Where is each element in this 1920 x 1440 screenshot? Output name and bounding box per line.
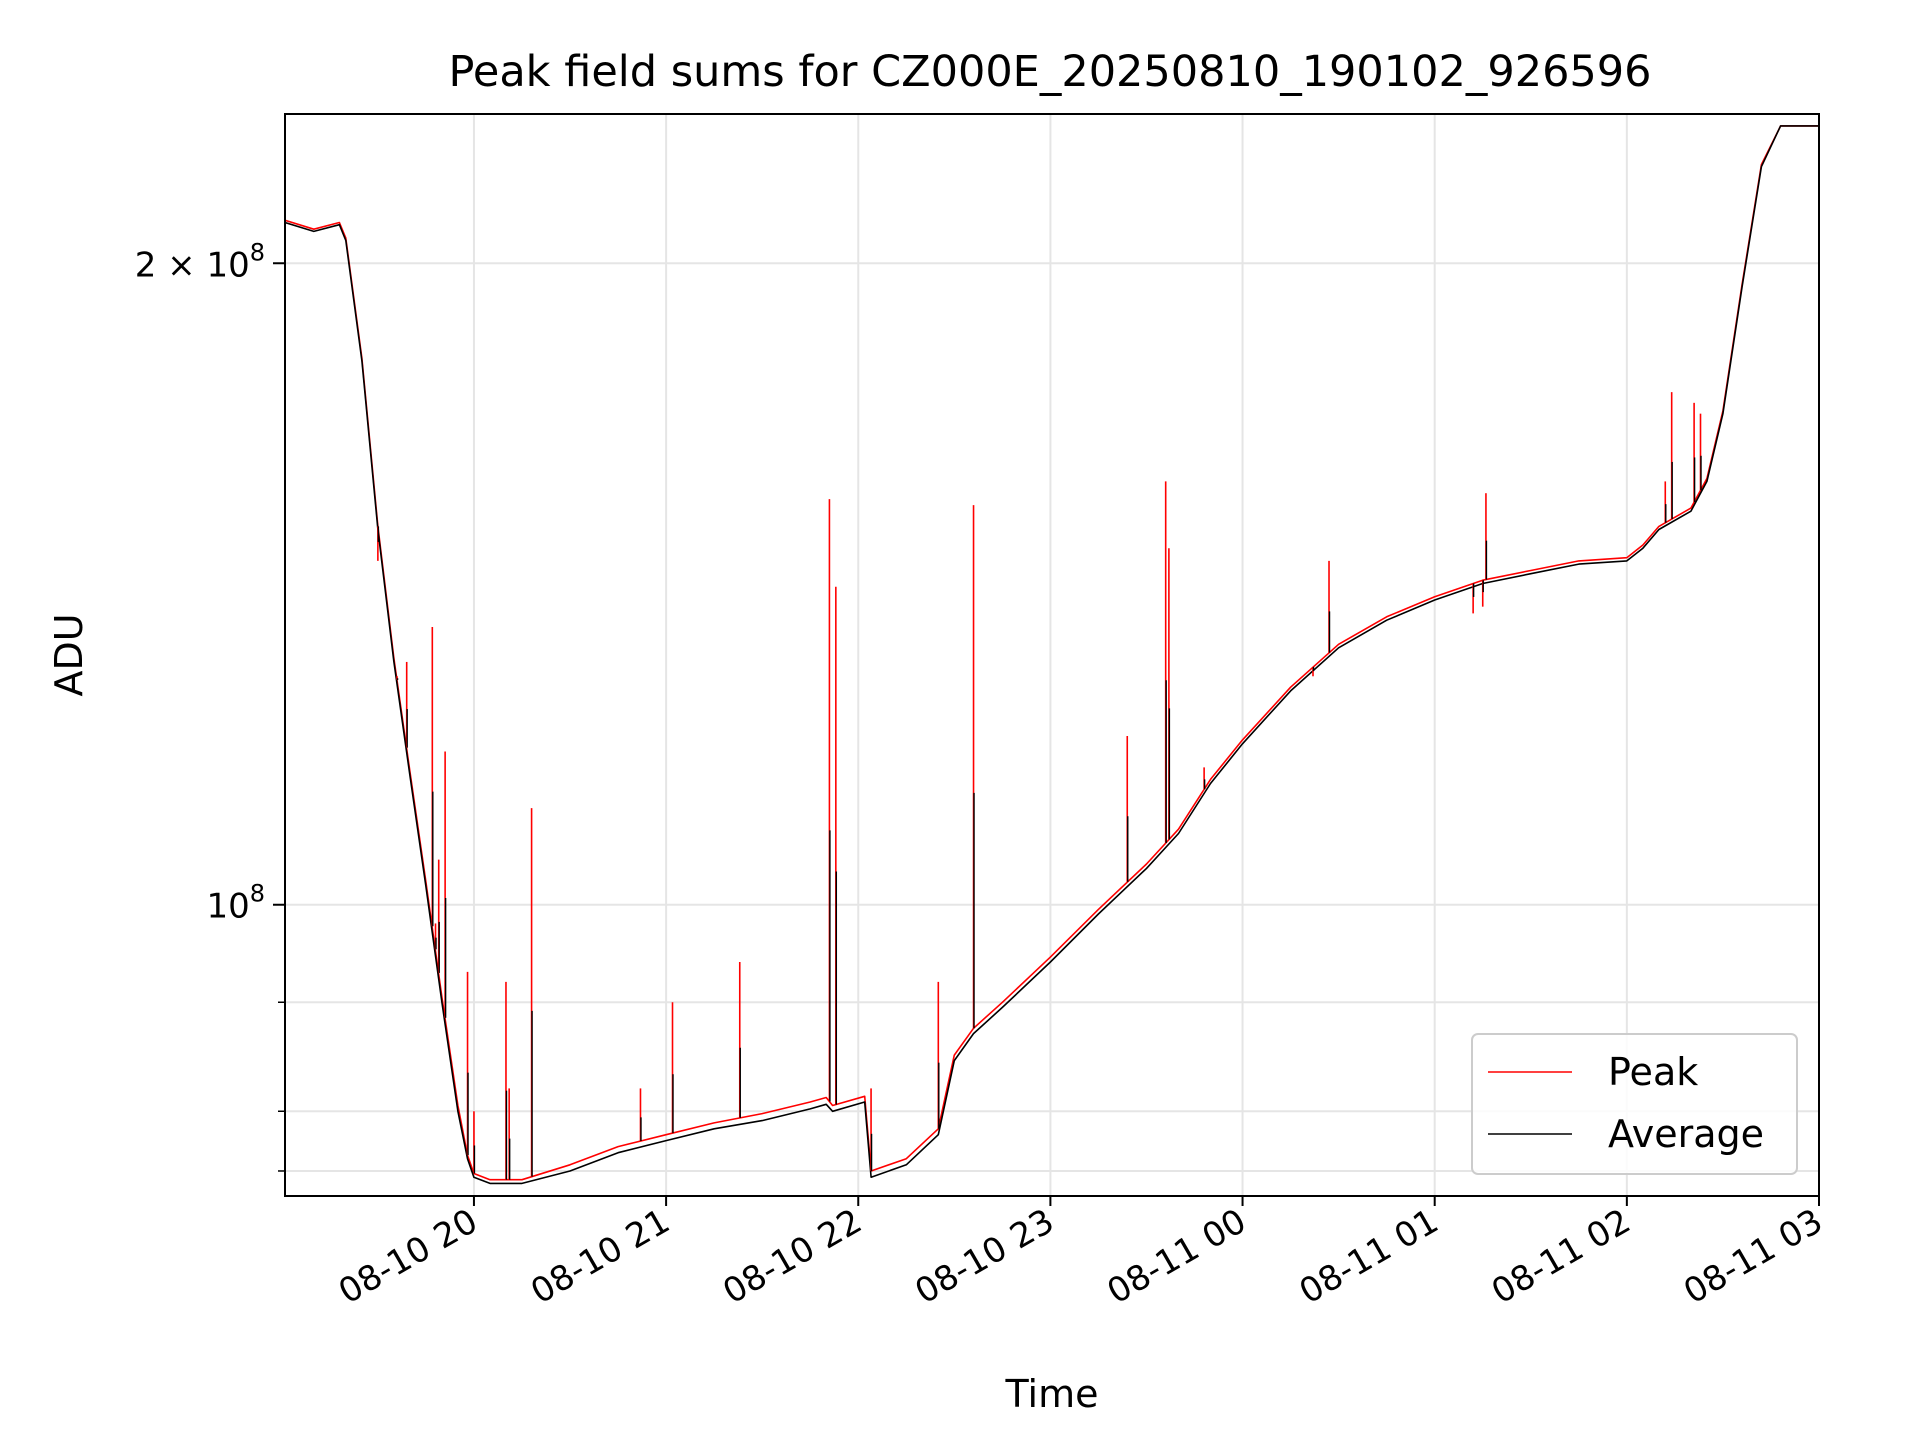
x-axis-label: Time [1005,1372,1099,1416]
grid [285,114,1820,1196]
y-axis-ticks: 108 2 × 108 [135,238,285,1172]
chart-title: Peak field sums for CZ000E_20250810_1901… [448,47,1651,97]
legend: Peak Average [1471,1033,1798,1175]
series-line-average [285,125,1819,1185]
legend-label-peak: Peak [1608,1050,1698,1094]
y-tick-label: 108 [206,880,265,927]
legend-label-average: Average [1608,1112,1764,1156]
plot-frame [284,113,1820,1197]
y-axis-label: ADU [47,613,91,696]
plot-area [285,125,1819,1185]
legend-box [1471,1033,1798,1175]
series-layer [285,125,1819,1185]
y-tick-label: 2 × 108 [135,238,265,285]
